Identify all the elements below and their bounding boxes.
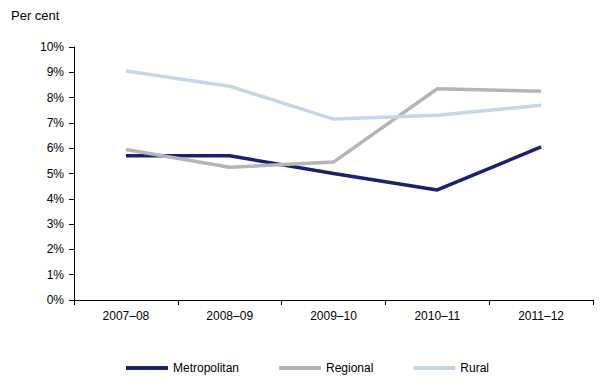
svg-text:Per cent: Per cent (11, 8, 60, 23)
svg-text:Regional: Regional (326, 361, 373, 375)
svg-text:2007–08: 2007–08 (103, 309, 150, 323)
svg-text:1%: 1% (47, 268, 65, 282)
svg-text:2010–11: 2010–11 (414, 309, 460, 323)
svg-text:2009–10: 2009–10 (310, 309, 357, 323)
svg-text:7%: 7% (47, 116, 65, 130)
svg-text:9%: 9% (47, 65, 65, 79)
svg-text:2011–12: 2011–12 (518, 309, 564, 323)
svg-text:2%: 2% (47, 242, 65, 256)
svg-text:3%: 3% (47, 217, 65, 231)
svg-text:Metropolitan: Metropolitan (173, 361, 239, 375)
svg-text:5%: 5% (47, 167, 65, 181)
svg-text:Rural: Rural (460, 361, 489, 375)
svg-text:6%: 6% (47, 141, 65, 155)
svg-text:2008–09: 2008–09 (206, 309, 253, 323)
svg-text:0%: 0% (47, 293, 65, 307)
svg-text:8%: 8% (47, 91, 65, 105)
svg-text:10%: 10% (40, 40, 64, 54)
svg-text:4%: 4% (47, 192, 65, 206)
